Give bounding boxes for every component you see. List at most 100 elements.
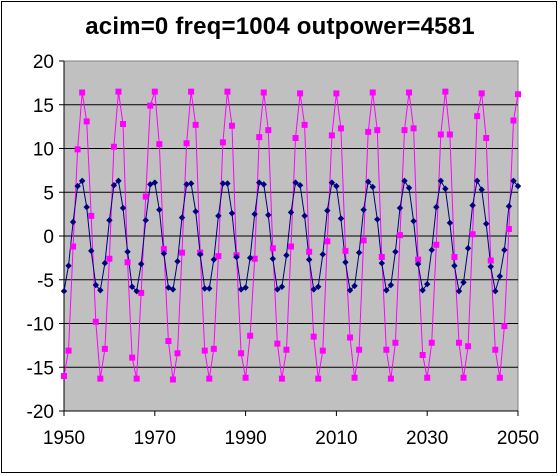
y-tick-label: 20 [33,52,54,73]
data-point-series-1 [160,250,168,257]
data-point-series-1 [483,220,490,227]
data-point-series-2 [297,90,304,97]
data-point-series-2 [319,347,326,354]
data-point-series-2 [70,243,77,250]
data-point-series-1 [337,215,345,222]
data-point-series-1 [219,180,227,187]
data-point-series-2 [210,345,217,352]
data-point-series-1 [328,179,336,186]
data-point-series-1 [292,179,299,186]
data-point-series-1 [464,245,472,252]
data-point-series-2 [278,375,285,382]
y-tick-label: -5 [37,271,54,292]
data-point-series-2 [342,247,349,254]
data-point-series-2 [251,255,258,262]
data-point-series-2 [510,117,517,124]
data-point-series-1 [178,214,186,221]
data-point-series-2 [515,91,521,98]
data-point-series-2 [79,89,86,96]
data-point-series-1 [83,203,90,211]
data-point-series-2 [228,122,235,129]
data-point-series-1 [319,251,326,258]
data-point-series-2 [328,132,335,139]
data-point-series-2 [374,127,381,134]
data-point-series-2 [455,339,462,346]
data-point-series-2 [65,347,72,354]
data-point-series-1 [401,177,408,185]
data-point-series-1 [74,182,81,190]
data-point-series-1 [151,179,158,186]
data-point-series-2 [188,88,195,95]
data-point-series-2 [83,118,90,125]
y-tick-label: -15 [27,358,54,379]
data-point-series-2 [206,375,213,382]
data-point-series-2 [292,135,299,141]
y-tick-label: 5 [43,183,54,204]
chart-title: acim=0 freq=1004 outpower=4581 [85,13,475,40]
data-point-series-1 [410,217,417,225]
y-tick-label: -10 [27,315,54,336]
data-point-series-2 [433,241,440,248]
data-point-series-1 [192,208,199,215]
data-point-series-1 [69,218,77,226]
data-point-series-2 [437,131,444,138]
data-point-series-1 [237,286,245,293]
data-point-series-2 [124,259,131,266]
data-point-series-1 [305,256,313,263]
data-point-series-2 [101,345,108,352]
data-point-series-1 [369,183,376,191]
data-point-series-1 [133,287,140,295]
data-point-series-2 [160,246,167,253]
data-point-series-2 [387,375,394,382]
data-point-series-1 [501,246,508,254]
data-point-series-2 [465,343,472,350]
data-point-series-1 [274,286,281,293]
data-point-series-2 [360,237,367,244]
data-point-series-2 [469,231,476,238]
data-point-series-1 [224,180,231,187]
axes [59,60,519,416]
data-point-series-1 [124,248,131,255]
data-point-series-1 [315,283,322,290]
gridlines [64,104,518,368]
data-point-series-1 [446,219,454,227]
data-point-series-2 [247,332,254,339]
data-point-series-1 [469,202,476,209]
data-point-series-2 [496,374,503,381]
data-point-series-1 [424,280,431,288]
data-point-series-2 [147,102,154,109]
data-point-series-1 [296,182,304,189]
data-point-series-1 [333,182,340,190]
data-point-series-2 [129,354,136,361]
y-tick-label: 0 [43,227,54,248]
data-point-series-2 [365,128,372,135]
data-point-series-1 [174,258,181,265]
data-point-series-2 [446,131,453,138]
data-point-series-1 [78,177,86,185]
data-point-series-2 [474,113,481,120]
data-point-series-1 [65,262,72,269]
data-point-series-2 [288,243,294,250]
data-point-series-1 [442,185,449,192]
data-point-series-1 [215,212,222,220]
data-point-series-2 [378,254,385,260]
data-point-series-2 [110,143,117,150]
data-point-series-2 [151,88,158,95]
data-point-series-2 [106,255,113,262]
data-point-series-2 [183,140,190,147]
y-axis-tick-labels: 20 15 10 5 0 -5 -10 -15 -20 [27,52,54,423]
data-point-series-1 [206,285,213,292]
data-point-series-1 [106,217,113,224]
data-point-series-2 [401,127,408,134]
data-point-series-1 [187,180,195,187]
data-point-series-2 [306,248,313,255]
data-point-series-2 [483,135,490,141]
data-point-series-1 [355,249,363,256]
data-point-series-1 [374,216,381,223]
data-point-series-2 [174,350,181,357]
data-point-series-2 [451,254,458,260]
data-point-series-1 [287,209,295,216]
data-point-series-1 [324,207,331,214]
data-point-series-1 [383,287,390,294]
data-point-series-2 [492,346,499,353]
